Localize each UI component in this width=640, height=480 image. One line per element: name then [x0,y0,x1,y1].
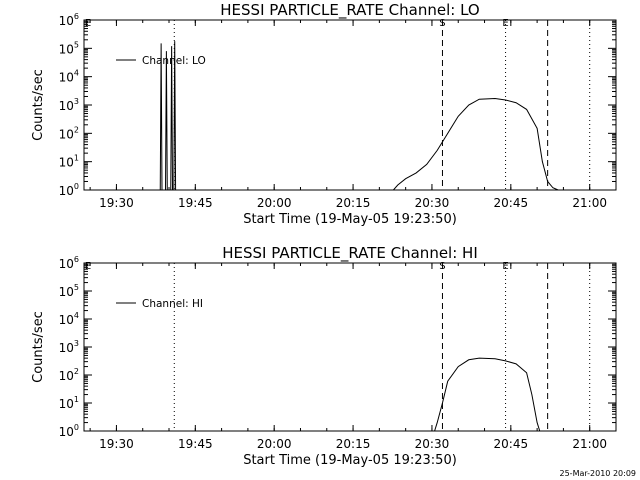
lo-legend-label: Channel: LO [142,55,206,67]
hi-ytick-label-2: 102 [59,367,79,383]
lo-xtick-label-2: 20:00 [257,196,292,210]
lo-ytick-label-0: 100 [59,182,79,198]
hi-legend-label: Channel: HI [142,298,203,310]
lo-ytick-label-5: 105 [59,40,79,56]
lo-xtick-label-3: 20:15 [336,196,371,210]
lo-ytick-label-1: 101 [59,154,79,170]
hi-ytick-label-0: 100 [59,423,79,439]
lo-series-line-0 [159,41,559,191]
hi-ytick-label-6: 106 [59,255,79,271]
lo-edge-marker: E [85,18,91,29]
hi-xlabel: Start Time (19-May-05 19:23:50) [243,453,457,468]
footer-timestamp: 25-Mar-2010 20:09 [559,469,637,478]
lo-title: HESSI PARTICLE_RATE Channel: LO [220,1,479,20]
hi-xtick-label-0: 19:30 [99,437,134,451]
hi-ylabel: Counts/sec [31,311,46,383]
lo-plot-frame [83,19,617,191]
lo-xtick-label-0: 19:30 [99,196,134,210]
hi-ytick-label-3: 103 [59,339,79,355]
lo-xlabel: Start Time (19-May-05 19:23:50) [243,212,457,227]
lo-ylabel: Counts/sec [31,69,46,141]
lo-ytick-label-6: 106 [59,12,79,28]
lo-xtick-label-4: 20:30 [415,196,450,210]
hi-xtick-label-4: 20:30 [415,437,450,451]
lo-marker-e: E [502,18,508,29]
hi-series-line-0 [434,357,541,432]
hi-title: HESSI PARTICLE_RATE Channel: HI [222,244,478,263]
hi-xtick-label-3: 20:15 [336,437,371,451]
lo-xtick-label-5: 20:45 [494,196,529,210]
hi-xtick-label-6: 21:00 [572,437,607,451]
hi-edge-marker: E [85,261,91,272]
lo-marker-s: S [439,18,445,29]
hi-ytick-label-4: 104 [59,311,79,327]
hi-xtick-label-5: 20:45 [494,437,529,451]
hi-ytick-label-5: 105 [59,283,79,299]
lo-ytick-label-3: 103 [59,97,79,113]
hi-plot-frame [83,262,617,432]
lo-xtick-label-6: 21:00 [572,196,607,210]
hi-ytick-label-1: 101 [59,395,79,411]
panel-hi: HESSI PARTICLE_RATE Channel: HIS E E 19:30 1… [31,244,617,468]
lo-xtick-label-1: 19:45 [178,196,213,210]
hi-marker-e: E [502,261,508,272]
lo-ytick-label-2: 102 [59,125,79,141]
hi-xtick-label-2: 20:00 [257,437,292,451]
panel-lo: HESSI PARTICLE_RATE Channel: LOS E E 19:30 1… [31,1,617,227]
hi-marker-s: S [439,261,445,272]
lo-ytick-label-4: 104 [59,69,79,85]
hi-xtick-label-1: 19:45 [178,437,213,451]
